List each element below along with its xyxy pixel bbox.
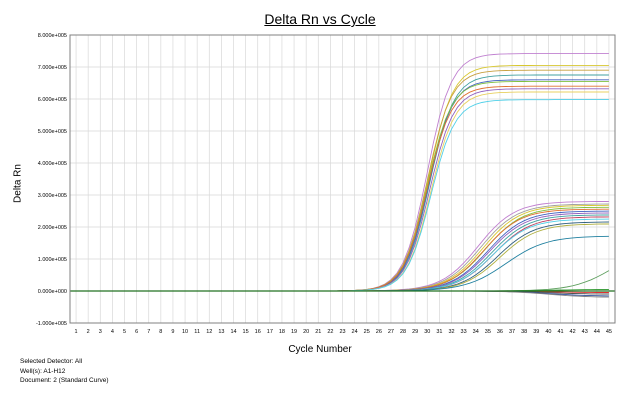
selected-detector-text: Selected Detector: All xyxy=(20,358,83,365)
x-tick-label: 25 xyxy=(364,329,370,335)
x-tick-label: 4 xyxy=(111,329,114,335)
document-text: Document: 2 (Standard Curve) xyxy=(20,377,109,384)
y-tick-label: 6.000e+005 xyxy=(38,97,67,103)
x-tick-label: 1 xyxy=(75,329,78,335)
x-tick-label: 15 xyxy=(243,329,249,335)
x-tick-label: 37 xyxy=(509,329,515,335)
x-tick-label: 23 xyxy=(339,329,345,335)
x-tick-label: 22 xyxy=(327,329,333,335)
x-tick-label: 44 xyxy=(594,329,600,335)
x-tick-label: 40 xyxy=(545,329,551,335)
grid xyxy=(70,34,615,324)
x-tick-label: 16 xyxy=(255,329,261,335)
y-axis-label: Delta Rn xyxy=(12,164,24,203)
x-tick-label: 29 xyxy=(412,329,418,335)
x-tick-label: 17 xyxy=(267,329,273,335)
x-tick-label: 14 xyxy=(230,329,236,335)
y-tick-label: 5.000e+005 xyxy=(38,129,67,135)
x-tick-label: 38 xyxy=(521,329,527,335)
x-tick-label: 19 xyxy=(291,329,297,335)
x-tick-label: 41 xyxy=(557,329,563,335)
x-tick-label: 39 xyxy=(533,329,539,335)
x-tick-label: 33 xyxy=(461,329,467,335)
x-tick-label: 36 xyxy=(497,329,503,335)
x-tick-label: 20 xyxy=(303,329,309,335)
x-tick-label: 27 xyxy=(388,329,394,335)
wells-text: Well(s): A1-H12 xyxy=(20,367,66,375)
x-tick-label: 21 xyxy=(315,329,321,335)
tick-labels: 1 2 3 4 5 6 7 8 9 10 11 12 13 14 15 16 17 18 19 20 21 22 23 24 2… xyxy=(36,33,612,335)
x-tick-label: 30 xyxy=(424,329,430,335)
x-tick-label: 5 xyxy=(123,329,126,335)
x-tick-label: 31 xyxy=(436,329,442,335)
x-tick-label: 42 xyxy=(570,329,576,335)
x-tick-label: 43 xyxy=(582,329,588,335)
y-tick-label: 4.000e+005 xyxy=(38,161,67,167)
y-tick-label: 7.000e+005 xyxy=(38,65,67,71)
x-tick-label: 28 xyxy=(400,329,406,335)
x-tick-label: 18 xyxy=(279,329,285,335)
chart-title: Delta Rn vs Cycle xyxy=(264,11,376,27)
x-tick-label: 9 xyxy=(171,329,174,335)
info-footer: Selected Detector: All Well(s): A1-H12 D… xyxy=(20,357,109,386)
x-tick-label: 32 xyxy=(448,329,454,335)
x-tick-label: 24 xyxy=(352,329,358,335)
y-tick-label: 3.000e+005 xyxy=(38,193,67,199)
x-tick-label: 6 xyxy=(135,329,138,335)
x-tick-label: 12 xyxy=(206,329,212,335)
x-tick-label: 34 xyxy=(473,329,479,335)
y-tick-label: 2.000e+005 xyxy=(38,225,67,231)
x-tick-label: 35 xyxy=(485,329,491,335)
y-tick-label: 1.000e+005 xyxy=(38,257,67,263)
series-group xyxy=(70,53,615,298)
x-tick-label: 11 xyxy=(194,329,200,335)
y-tick-label: 8.000e+005 xyxy=(38,33,67,39)
plot-frame xyxy=(69,34,616,324)
x-tick-label: 7 xyxy=(147,329,150,335)
x-tick-label: 45 xyxy=(606,329,612,335)
x-tick-label: 26 xyxy=(376,329,382,335)
x-axis-label: Cycle Number xyxy=(288,344,352,355)
x-tick-label: 10 xyxy=(182,329,188,335)
x-tick-label: 3 xyxy=(99,329,102,335)
x-tick-label: 2 xyxy=(87,329,90,335)
x-tick-label: 8 xyxy=(159,329,162,335)
x-tick-label: 13 xyxy=(218,329,224,335)
y-tick-label: 0.000e+000 xyxy=(38,289,67,295)
y-tick-label: -1.000e+005 xyxy=(36,321,67,327)
